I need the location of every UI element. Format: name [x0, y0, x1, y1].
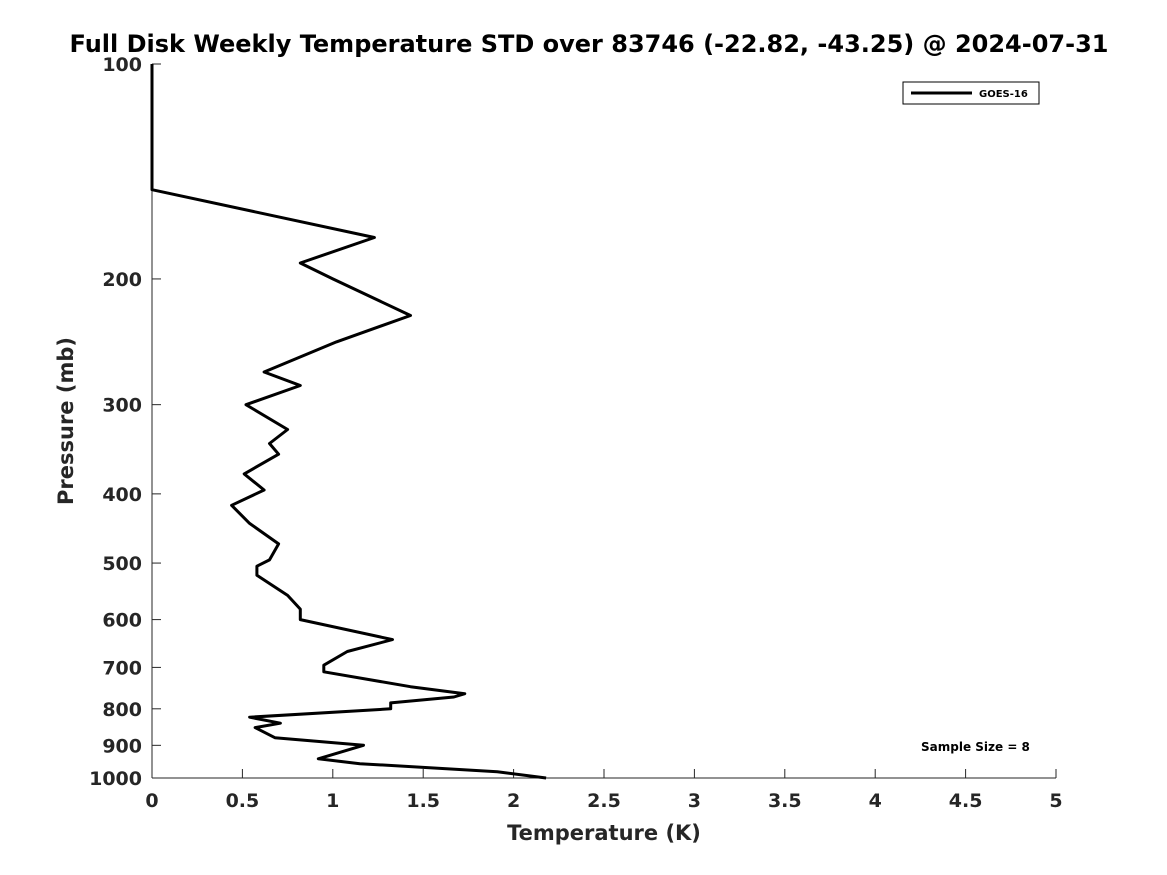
y-tick-label: 300 — [102, 395, 142, 417]
x-tick-label: 4 — [869, 790, 882, 812]
y-tick-label: 200 — [102, 269, 142, 291]
y-axis-label: Pressure (mb) — [54, 337, 78, 505]
legend-label-goes-16: GOES-16 — [979, 89, 1028, 100]
x-tick-label: 5 — [1049, 790, 1062, 812]
x-tick-label: 0.5 — [226, 790, 260, 812]
x-tick-label: 0 — [145, 790, 158, 812]
y-tick-label: 1000 — [89, 768, 142, 790]
legend: GOES-16 — [902, 81, 1040, 105]
y-tick-label: 100 — [102, 54, 142, 76]
x-tick-label: 4.5 — [949, 790, 983, 812]
y-ticks: 100 200 300 400 500 600 700 800 900 1000 — [89, 54, 161, 790]
x-tick-label: 3.5 — [768, 790, 802, 812]
sample-size-annotation: Sample Size = 8 — [921, 740, 1030, 754]
y-tick-label: 800 — [102, 699, 142, 721]
x-tick-label: 1 — [326, 790, 339, 812]
x-tick-label: 1.5 — [406, 790, 440, 812]
x-ticks: 0 0.5 1 1.5 2 2.5 3 3.5 4 4.5 5 — [145, 769, 1063, 812]
y-tick-label: 500 — [102, 553, 142, 575]
y-tick-label: 600 — [102, 610, 142, 632]
series-line-goes-16 — [150, 64, 547, 780]
x-tick-label: 2.5 — [587, 790, 621, 812]
x-axis-label: Temperature (K) — [507, 821, 701, 845]
y-tick-label: 900 — [102, 735, 142, 757]
y-tick-label: 700 — [102, 657, 142, 679]
x-tick-label: 3 — [688, 790, 701, 812]
chart-title: Full Disk Weekly Temperature STD over 83… — [70, 30, 1109, 58]
y-tick-label: 400 — [102, 484, 142, 506]
x-tick-label: 2 — [507, 790, 520, 812]
